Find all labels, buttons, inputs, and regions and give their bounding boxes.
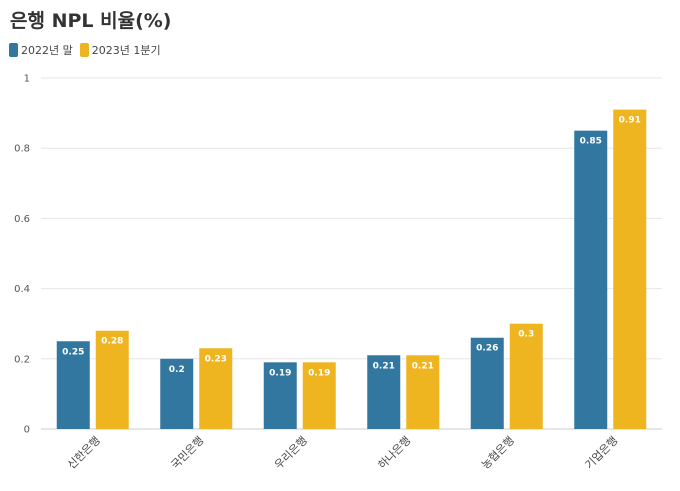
bar — [509, 323, 543, 429]
x-tick-label: 신한은행 — [65, 434, 103, 472]
data-label: 0.26 — [476, 344, 498, 354]
data-label: 0.21 — [412, 361, 434, 371]
bar — [199, 348, 233, 429]
data-label: 0.23 — [205, 354, 227, 364]
bar — [613, 109, 647, 429]
bar — [95, 330, 129, 429]
data-label: 0.28 — [101, 337, 123, 347]
y-tick-label: 1 — [24, 74, 30, 85]
data-label: 0.19 — [308, 368, 330, 378]
data-label: 0.3 — [518, 330, 534, 340]
x-tick-label: 우리은행 — [272, 434, 310, 472]
x-tick-label: 하나은행 — [375, 433, 414, 472]
bar — [406, 355, 440, 429]
legend-item-2022[interactable]: 2022년 말 — [9, 42, 73, 58]
legend-label-2023q1: 2023년 1분기 — [91, 44, 161, 57]
y-tick-label: 0 — [24, 425, 30, 436]
chart-title: 은행 NPL 비율(%) — [10, 10, 172, 32]
legend-swatch-2023q1 — [79, 43, 89, 57]
legend-item-2023q1[interactable]: 2023년 1분기 — [79, 42, 161, 58]
data-label: 0.91 — [619, 116, 641, 126]
bar — [470, 337, 504, 429]
bar — [160, 358, 194, 429]
bar — [263, 362, 297, 429]
y-tick-label: 0.6 — [14, 214, 30, 225]
data-label: 0.19 — [269, 368, 291, 378]
y-tick-label: 0.2 — [14, 354, 30, 365]
bar — [56, 341, 90, 429]
legend-label-2022: 2022년 말 — [21, 44, 73, 57]
data-label: 0.21 — [373, 361, 395, 371]
bar — [302, 362, 336, 429]
bar — [574, 130, 608, 429]
data-label: 0.85 — [580, 137, 602, 147]
y-tick-label: 0.8 — [14, 144, 30, 155]
data-label: 0.25 — [62, 347, 84, 357]
data-label: 0.2 — [169, 365, 185, 375]
x-tick-label: 농협은행 — [479, 434, 517, 472]
y-tick-label: 0.4 — [14, 284, 30, 295]
legend: 2022년 말 2023년 1분기 — [9, 42, 168, 58]
legend-swatch-2022 — [9, 43, 18, 57]
bar — [367, 355, 401, 429]
x-tick-label: 기업은행 — [583, 434, 621, 472]
x-tick-label: 국민은행 — [169, 434, 207, 472]
